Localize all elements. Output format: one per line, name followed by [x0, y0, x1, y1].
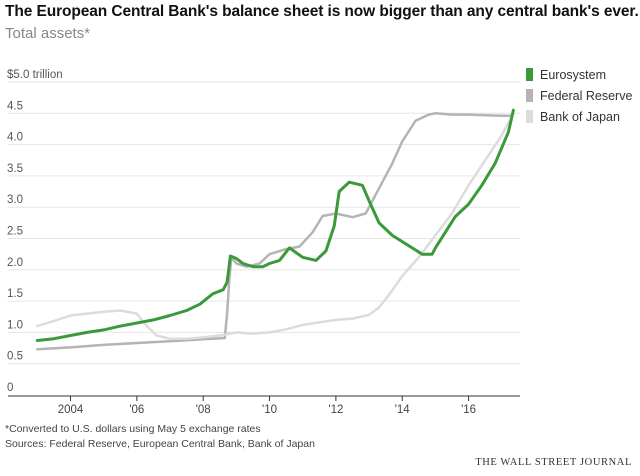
x-tick-label: '10: [262, 404, 277, 416]
legend-swatch-eurosystem: [526, 68, 533, 81]
chart-subtitle: Total assets*: [5, 25, 91, 42]
legend-label-eurosystem: Eurosystem: [540, 67, 606, 82]
legend-label-bank-of-japan: Bank of Japan: [540, 109, 620, 124]
series-line-bank-of-japan: [36, 115, 513, 340]
legend-item-eurosystem: Eurosystem: [526, 64, 632, 85]
legend-label-federal-reserve: Federal Reserve: [540, 88, 633, 103]
y-tick-label: 0: [7, 382, 13, 394]
y-tick-label: 1.0: [7, 319, 23, 331]
legend-item-federal-reserve: Federal Reserve: [526, 85, 632, 106]
y-tick-label: 3.0: [7, 194, 23, 206]
y-tick-label: 2.0: [7, 257, 23, 269]
series-line-eurosystem: [35, 108, 515, 342]
x-tick-label: '12: [328, 404, 343, 416]
series-line-federal-reserve: [36, 112, 513, 351]
x-tick-label: '06: [129, 404, 144, 416]
y-tick-label: 3.5: [7, 163, 23, 175]
x-tick-label: '14: [395, 404, 411, 416]
y-tick-label: 4.5: [7, 100, 23, 112]
legend-swatch-bank-of-japan: [526, 110, 533, 123]
publisher-brand: THE WALL STREET JOURNAL: [475, 457, 632, 468]
legend-swatch-federal-reserve: [526, 89, 533, 102]
footnote: *Converted to U.S. dollars using May 5 e…: [5, 423, 261, 435]
x-tick-label: '16: [461, 404, 476, 416]
legend-item-bank-of-japan: Bank of Japan: [526, 106, 632, 127]
chart-legend: Eurosystem Federal Reserve Bank of Japan: [526, 64, 632, 127]
y-tick-label: $5.0 trillion: [7, 69, 63, 81]
y-tick-label: 0.5: [7, 351, 23, 363]
sources: Sources: Federal Reserve, European Centr…: [5, 438, 315, 450]
y-tick-label: 2.5: [7, 226, 23, 238]
chart-title: The European Central Bank's balance shee…: [5, 3, 639, 20]
x-tick-label: 2004: [58, 404, 84, 416]
y-tick-label: 1.5: [7, 288, 23, 300]
y-tick-label: 4.0: [7, 132, 23, 144]
x-tick-label: '08: [196, 404, 211, 416]
